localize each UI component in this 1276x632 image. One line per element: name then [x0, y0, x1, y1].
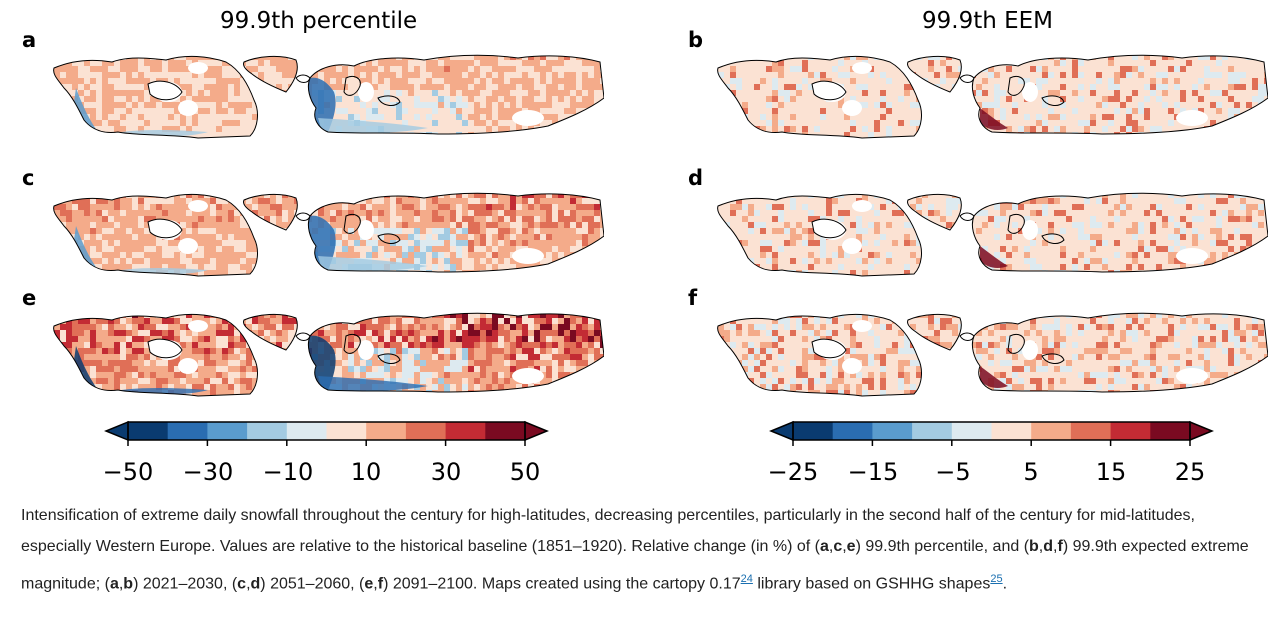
colorbar-extend-low: [104, 420, 129, 442]
colorbar-right-tick-2: −5: [935, 458, 970, 486]
colorbar-segment: [1031, 422, 1072, 440]
column-title-left: 99.9th percentile: [220, 8, 418, 34]
colorbar-segment: [485, 422, 526, 440]
colorbar-left-tick-1: −30: [183, 458, 234, 486]
colorbar-right-segments: [769, 420, 1214, 446]
colorbar-frame: [792, 421, 1191, 441]
colorbar-segment: [128, 422, 169, 440]
colorbar-left-tick-5: 50: [510, 458, 541, 486]
caption-bold: c: [833, 538, 843, 555]
colorbar-left-tick-0: −50: [103, 458, 154, 486]
colorbar-extend-low: [769, 420, 794, 442]
colorbar-segment: [445, 422, 486, 440]
caption-text: .: [1002, 575, 1008, 593]
caption-bold: a: [819, 538, 829, 555]
caption-bold: d: [250, 575, 261, 593]
caption-text: ) 2091–2100. Maps created using the cart…: [383, 575, 741, 593]
map-panel-c: [53, 192, 604, 277]
caption-bold: b: [1029, 538, 1039, 555]
colorbar-right-tick-1: −15: [848, 458, 899, 486]
colorbar-segment: [207, 422, 248, 440]
caption-text: library based on GSHHG shapes: [752, 575, 991, 593]
caption-text: ,: [118, 575, 124, 593]
colorbar-segment: [793, 422, 834, 440]
reference-link-25[interactable]: 25: [990, 573, 1003, 585]
panel-letter-d: d: [688, 166, 704, 190]
caption-bold: e: [846, 538, 856, 555]
panel-letter-b: b: [688, 28, 704, 52]
colorbar-right-tick-5: 25: [1175, 458, 1206, 486]
caption-bold: e: [364, 575, 374, 593]
colorbar-extend-high: [524, 420, 549, 442]
caption-text: ,: [842, 538, 847, 555]
map-panel-a: [53, 54, 604, 139]
caption-bold: a: [109, 575, 119, 593]
colorbar-segment: [951, 422, 992, 440]
panel-letter-e: e: [22, 286, 37, 310]
panel-letter-c: c: [22, 166, 35, 190]
panel-letter-a: a: [22, 28, 37, 52]
colorbar-segment: [991, 422, 1032, 440]
colorbar-segment: [1110, 422, 1151, 440]
colorbar-segment: [832, 422, 873, 440]
caption-text: ,: [373, 575, 378, 593]
colorbar-right-tick-3: 5: [1023, 458, 1038, 486]
caption-text: ) 99.9th expected extreme magnitude; (: [21, 538, 1249, 593]
colorbar-segment: [326, 422, 367, 440]
colorbar-extend-high: [1189, 420, 1214, 442]
figure-caption: Intensification of extreme daily snowfal…: [21, 500, 1257, 599]
colorbar-segment: [286, 422, 327, 440]
caption-bold: c: [237, 575, 247, 593]
caption-text: ,: [828, 538, 834, 555]
caption-bold: f: [1057, 538, 1063, 555]
caption-bold: d: [1043, 538, 1054, 555]
colorbar-right: −25 −15 −5 5 15 25: [768, 420, 1214, 486]
panel-letter-f: f: [688, 286, 698, 310]
colorbar-segment: [247, 422, 288, 440]
caption-text: ,: [1053, 538, 1058, 555]
map-panel-e: [53, 312, 604, 397]
colorbar-frame: [127, 421, 526, 441]
map-panel-d: [717, 192, 1268, 277]
colorbar-segment: [366, 422, 407, 440]
map-panel-b: [717, 54, 1268, 139]
caption-text: ) 2021–2030, (: [133, 575, 238, 593]
colorbar-left-tick-2: −10: [263, 458, 314, 486]
colorbar-left-segments: [104, 420, 549, 446]
caption-text: ) 2051–2060, (: [260, 575, 365, 593]
colorbar-left-tick-4: 30: [431, 458, 462, 486]
column-title-right: 99.9th EEM: [922, 8, 1054, 34]
caption-bold: f: [377, 575, 384, 593]
colorbar-left: −50 −30 −10 10 30 50: [103, 420, 549, 486]
colorbar-right-tick-0: −25: [768, 458, 819, 486]
caption-text: Intensification of extreme daily snowfal…: [21, 507, 1195, 555]
caption-bold: b: [123, 575, 134, 593]
colorbar-segment: [405, 422, 447, 440]
reference-link-24[interactable]: 24: [740, 573, 753, 585]
colorbar-right-tick-4: 15: [1096, 458, 1127, 486]
colorbar-segment: [912, 422, 953, 440]
colorbar-left-tick-3: 10: [351, 458, 382, 486]
colorbar-segment: [167, 422, 208, 440]
colorbar-segment: [872, 422, 913, 440]
colorbar-segment: [1070, 422, 1112, 440]
map-panel-f: [717, 312, 1268, 397]
caption-text: ) 99.9th percentile, and (: [855, 538, 1030, 555]
caption-text: ,: [246, 575, 251, 593]
caption-text: ,: [1038, 538, 1044, 555]
colorbar-segment: [1150, 422, 1191, 440]
